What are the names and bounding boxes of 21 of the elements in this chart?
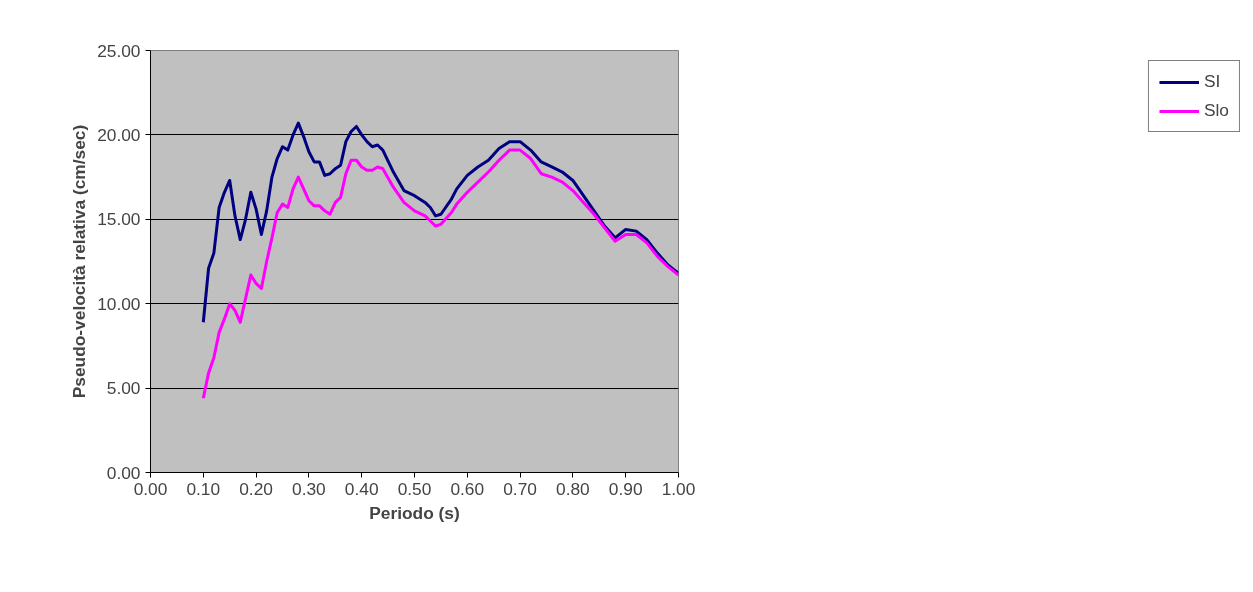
y-axis-title: Pseudo-velocità relativa (cm/sec) bbox=[69, 124, 90, 399]
y-tick-label: 20.00 bbox=[97, 124, 141, 145]
x-tick-label: 1.00 bbox=[661, 478, 696, 499]
legend-label: SI bbox=[1203, 71, 1222, 92]
x-tick-label: 0.70 bbox=[503, 478, 537, 499]
x-tick-label: 0.20 bbox=[239, 478, 273, 499]
x-tick-label: 0.40 bbox=[344, 478, 379, 499]
y-tick-label: 10.00 bbox=[97, 293, 141, 314]
x-tick-label: 0.80 bbox=[556, 478, 590, 499]
y-tick-label: 25.00 bbox=[97, 40, 141, 61]
y-tick-label: 5.00 bbox=[106, 378, 141, 399]
legend-label: Slo bbox=[1203, 100, 1229, 121]
line-series bbox=[201, 148, 679, 400]
line-series bbox=[201, 121, 679, 324]
x-tick-label: 0.90 bbox=[608, 478, 643, 499]
x-axis-title: Periodo (s) bbox=[369, 502, 460, 523]
x-tick-label: 0.30 bbox=[292, 478, 326, 499]
x-tick-label: 0.50 bbox=[397, 478, 432, 499]
x-tick-label: 0.60 bbox=[450, 478, 485, 499]
x-tick-label: 0.10 bbox=[186, 478, 221, 499]
y-tick-label: 15.00 bbox=[97, 209, 141, 230]
